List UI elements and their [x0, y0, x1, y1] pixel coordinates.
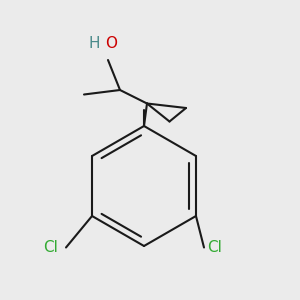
Text: Cl: Cl [44, 240, 59, 255]
Text: H: H [89, 36, 100, 51]
Text: Cl: Cl [207, 240, 222, 255]
Text: O: O [105, 36, 117, 51]
